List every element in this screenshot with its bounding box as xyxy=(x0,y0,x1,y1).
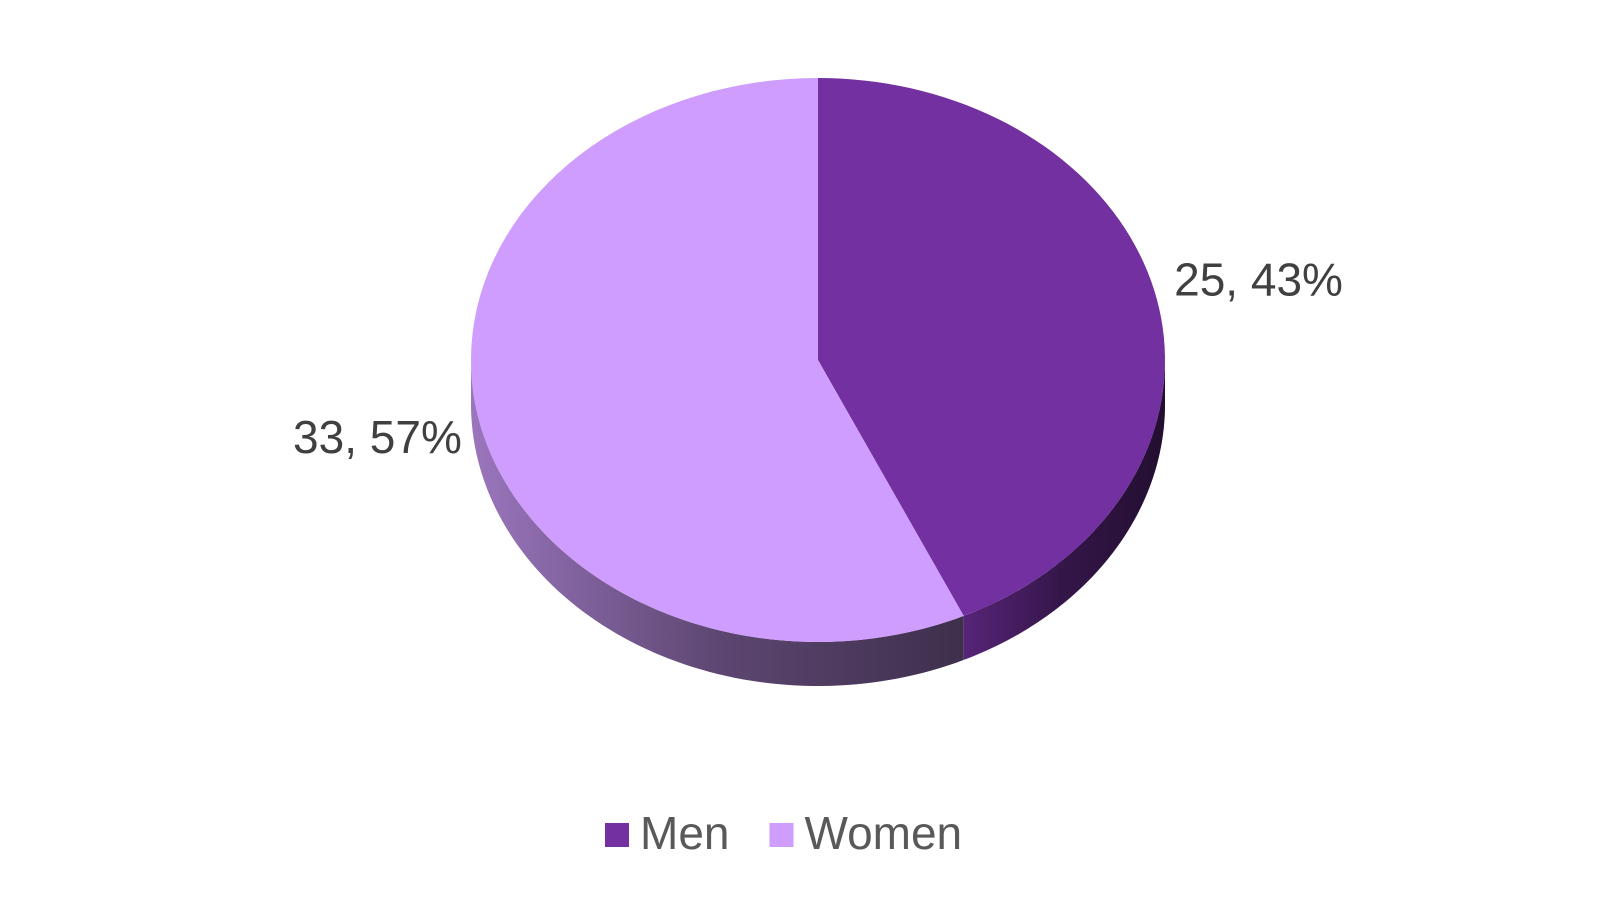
legend-swatch xyxy=(605,823,629,847)
data-label: 33, 57% xyxy=(293,411,462,463)
slice-side-shade xyxy=(963,360,1165,660)
slice xyxy=(818,78,1165,616)
data-label: 25, 43% xyxy=(1174,253,1343,305)
legend-swatch xyxy=(769,823,794,847)
slice-side-shade xyxy=(471,360,964,686)
slice xyxy=(471,78,964,642)
legend-label: Women xyxy=(804,807,962,859)
legend-label: Men xyxy=(640,807,729,859)
